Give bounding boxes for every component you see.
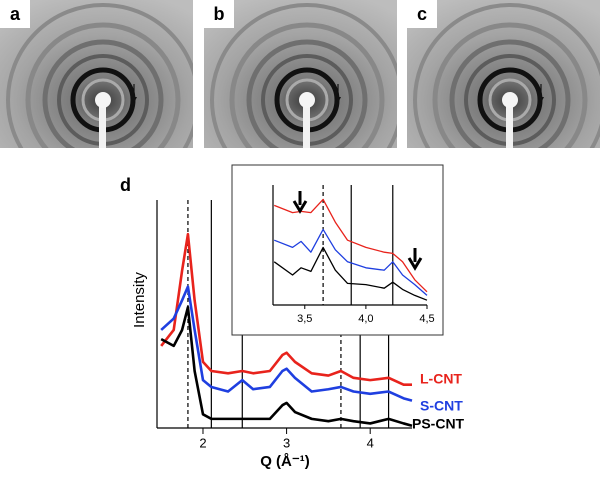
x-axis-label: Q (Å⁻¹) (260, 453, 310, 470)
arrow (292, 191, 308, 214)
x-tick-label: 4,5 (419, 313, 434, 325)
diffraction-image-b: b (204, 0, 402, 195)
series-line (273, 228, 428, 296)
inset-frame (231, 164, 444, 336)
x-tick-label: 3 (283, 435, 290, 450)
panel-label: d (120, 175, 131, 195)
arrow (407, 248, 423, 271)
diffraction-image-a: a (0, 0, 198, 195)
series-line (160, 305, 413, 427)
series-line (160, 232, 412, 386)
inset-chart: 3,5 4,0 4,5 (272, 185, 435, 325)
panel-label: a (10, 4, 21, 24)
x-tick-label: 3,5 (297, 313, 312, 325)
diffraction-image-c: c (407, 0, 600, 195)
x-tick-label: 2 (199, 435, 206, 450)
x-tick-label: 4 (367, 435, 374, 450)
legend-label: L-CNT (420, 371, 462, 387)
series-line (273, 246, 428, 301)
series-line (160, 285, 413, 402)
y-axis-label: Intensity (131, 272, 148, 328)
x-tick-label: 4,0 (358, 313, 373, 325)
inset-arrows (292, 191, 423, 271)
legend-label: S-CNT (420, 398, 463, 414)
panel-label: b (214, 4, 225, 24)
panel-label: c (417, 4, 427, 24)
legend-label: PS-CNT (412, 416, 465, 432)
